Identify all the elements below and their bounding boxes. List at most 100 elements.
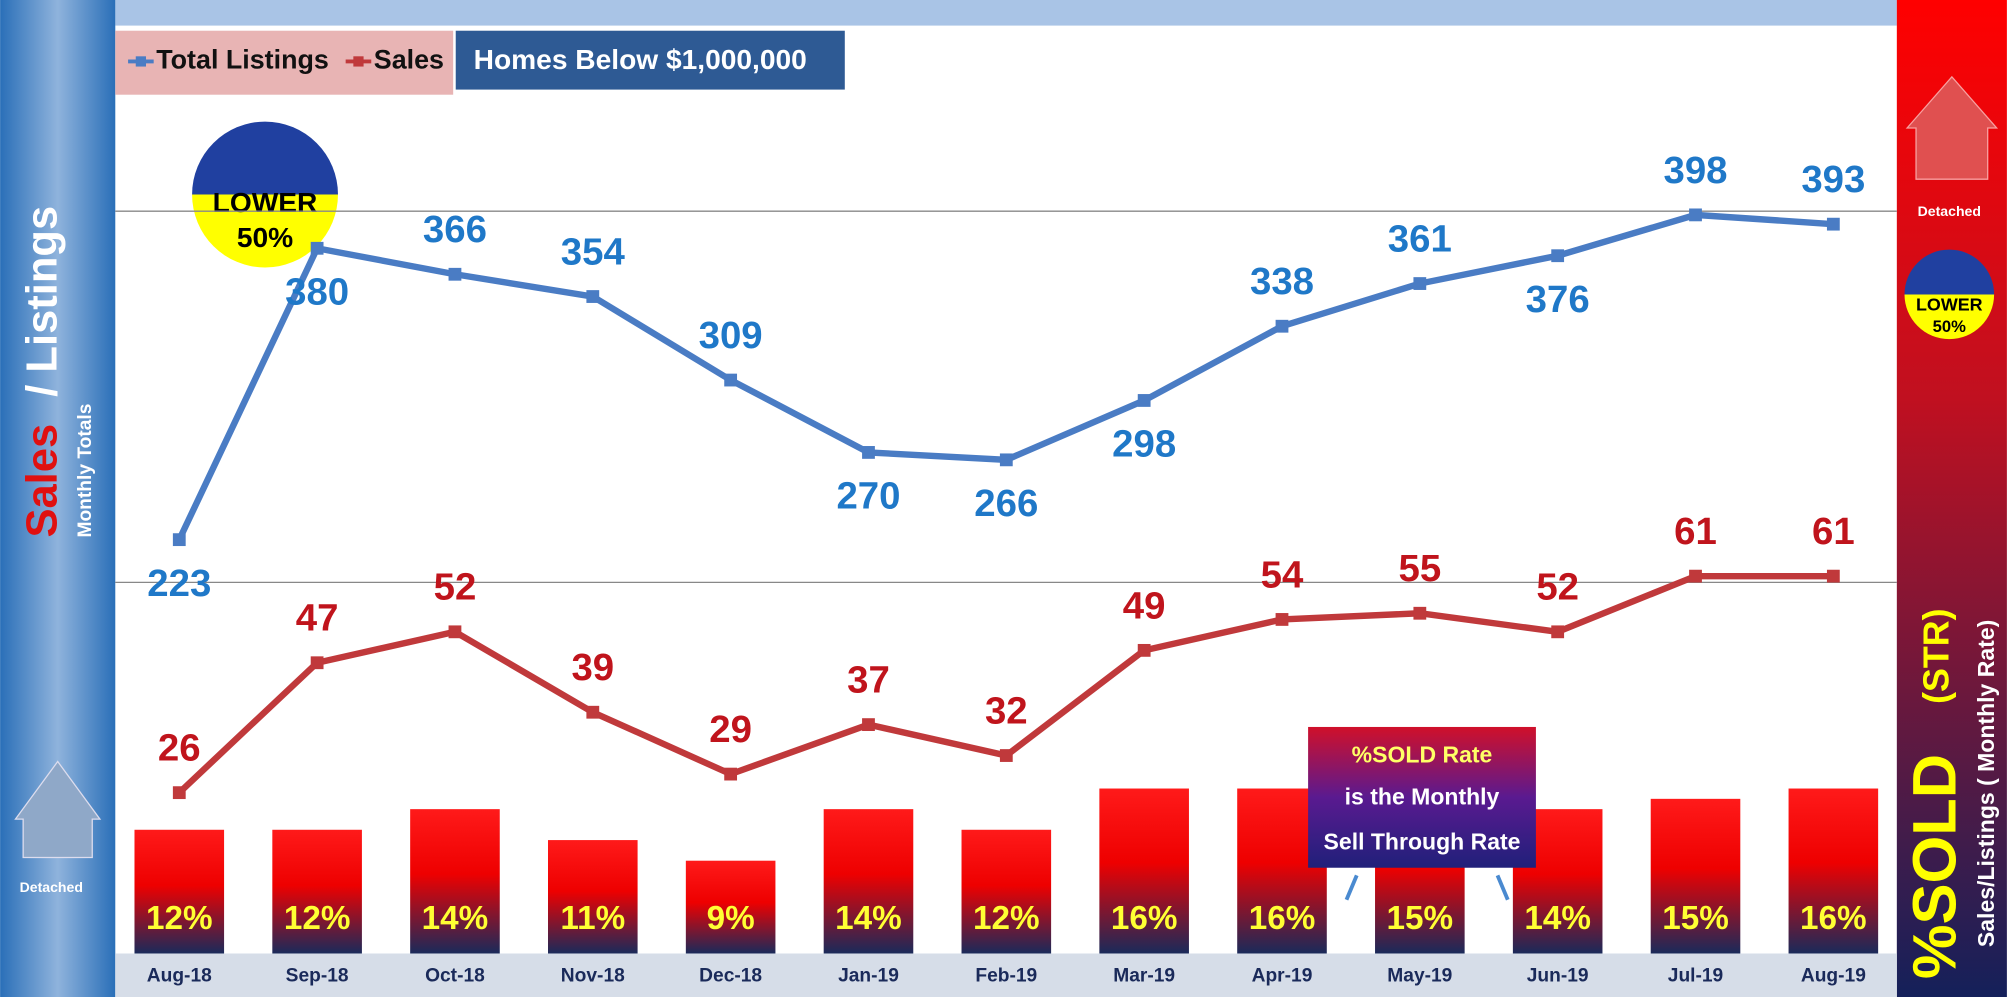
data-point bbox=[586, 706, 599, 719]
bar-value-label: 16% bbox=[1249, 900, 1316, 937]
subtitle: Homes Below $1,000,000 bbox=[474, 44, 807, 75]
data-point bbox=[1138, 644, 1151, 657]
data-point bbox=[1551, 249, 1564, 262]
data-label: 52 bbox=[434, 566, 477, 609]
bar-value-label: 16% bbox=[1800, 900, 1867, 937]
data-label: 26 bbox=[158, 727, 201, 770]
x-tick-label: Oct-18 bbox=[425, 966, 485, 987]
data-point bbox=[862, 446, 875, 459]
data-label: 52 bbox=[1536, 566, 1579, 609]
bar-value-label: 16% bbox=[1111, 900, 1178, 937]
data-point bbox=[449, 625, 462, 638]
bar-value-label: 11% bbox=[560, 900, 625, 937]
badge-text: LOWER bbox=[213, 187, 318, 218]
data-label: 55 bbox=[1398, 547, 1441, 590]
data-point bbox=[1138, 394, 1151, 407]
data-label: 309 bbox=[699, 314, 763, 357]
legend-label: Total Listings bbox=[156, 45, 329, 75]
top-strip bbox=[115, 0, 1897, 26]
bar-value-label: 14% bbox=[835, 900, 902, 937]
data-point bbox=[311, 656, 324, 669]
callout-text: is the Monthly bbox=[1345, 784, 1500, 810]
bar-value-label: 12% bbox=[284, 900, 351, 937]
callout-text: Sell Through Rate bbox=[1324, 828, 1521, 854]
data-point bbox=[1413, 607, 1426, 620]
x-tick-label: Jan-19 bbox=[838, 966, 899, 987]
y-sublabel: Monthly Totals bbox=[75, 404, 96, 538]
badge-text: 50% bbox=[237, 222, 293, 253]
x-tick-label: Sep-18 bbox=[286, 966, 349, 987]
y-label-sales: Sales bbox=[18, 424, 66, 538]
data-point bbox=[586, 290, 599, 303]
bar-value-label: 12% bbox=[146, 900, 213, 937]
data-label: 61 bbox=[1812, 510, 1855, 553]
x-tick-label: Jun-19 bbox=[1527, 966, 1589, 987]
data-point bbox=[724, 768, 737, 781]
data-point bbox=[1413, 277, 1426, 290]
data-label: 266 bbox=[974, 482, 1038, 525]
y2-label-paren: (STR) bbox=[1917, 608, 1957, 704]
data-point bbox=[173, 786, 186, 799]
y2-sublabel: Sales/Listings ( Monthly Rate) bbox=[1973, 620, 1999, 947]
data-label: 298 bbox=[1112, 423, 1176, 466]
x-tick-label: May-19 bbox=[1387, 966, 1452, 987]
data-label: 338 bbox=[1250, 260, 1314, 303]
data-label: 398 bbox=[1663, 149, 1727, 192]
x-tick-label: Jul-19 bbox=[1668, 966, 1723, 987]
data-point bbox=[1000, 749, 1013, 762]
data-point bbox=[862, 718, 875, 731]
x-tick-label: Aug-18 bbox=[147, 966, 212, 987]
data-point bbox=[1689, 570, 1702, 583]
data-label: 223 bbox=[147, 562, 211, 605]
data-label: 366 bbox=[423, 208, 487, 251]
data-label: 270 bbox=[836, 475, 900, 518]
x-tick-label: Mar-19 bbox=[1113, 966, 1175, 987]
data-label: 32 bbox=[985, 689, 1028, 732]
badge-text: 50% bbox=[1933, 317, 1966, 336]
data-label: 376 bbox=[1526, 278, 1590, 321]
data-label: 380 bbox=[285, 271, 349, 314]
legend-label: Sales bbox=[374, 45, 444, 75]
chart: Homes Below $1,000,000 Sales / Listings … bbox=[0, 0, 2007, 997]
y-label-listings: / Listings bbox=[18, 206, 66, 397]
data-label: 354 bbox=[561, 230, 626, 273]
data-point bbox=[173, 533, 186, 546]
bar-value-label: 14% bbox=[1524, 900, 1591, 937]
data-label: 29 bbox=[709, 708, 752, 751]
x-tick-label: Nov-18 bbox=[561, 966, 625, 987]
x-tick-label: Apr-19 bbox=[1252, 966, 1313, 987]
badge-text: LOWER bbox=[1916, 295, 1983, 315]
bar-value-label: 12% bbox=[973, 900, 1040, 937]
bar-value-label: 15% bbox=[1662, 900, 1729, 937]
legend-swatch bbox=[136, 56, 146, 66]
icon-label: Detached bbox=[20, 879, 83, 895]
data-label: 37 bbox=[847, 659, 890, 702]
data-point bbox=[1276, 613, 1289, 626]
data-label: 47 bbox=[296, 597, 339, 640]
x-tick-label: Aug-19 bbox=[1801, 966, 1866, 987]
bar-value-label: 14% bbox=[422, 900, 489, 937]
x-tick-label: Dec-18 bbox=[699, 966, 762, 987]
callout-text: %SOLD Rate bbox=[1352, 741, 1493, 767]
data-label: 61 bbox=[1674, 510, 1717, 553]
data-label: 393 bbox=[1801, 158, 1865, 201]
data-label: 49 bbox=[1123, 584, 1166, 627]
data-point bbox=[1689, 208, 1702, 221]
data-point bbox=[449, 268, 462, 281]
bar-value-label: 15% bbox=[1387, 900, 1454, 937]
data-point bbox=[1551, 625, 1564, 638]
data-point bbox=[1276, 320, 1289, 333]
data-label: 361 bbox=[1388, 217, 1452, 260]
data-point bbox=[1000, 453, 1013, 466]
y2-label: %SOLD bbox=[1900, 754, 1969, 979]
data-point bbox=[311, 242, 324, 255]
x-tick-label: Feb-19 bbox=[975, 966, 1037, 987]
bar-value-label: 9% bbox=[707, 900, 755, 937]
data-point bbox=[1827, 218, 1840, 231]
icon-label: Detached bbox=[1918, 203, 1981, 219]
data-label: 54 bbox=[1261, 553, 1304, 596]
data-point bbox=[1827, 570, 1840, 583]
data-label: 39 bbox=[571, 646, 614, 689]
legend-swatch bbox=[353, 56, 363, 66]
data-point bbox=[724, 374, 737, 387]
